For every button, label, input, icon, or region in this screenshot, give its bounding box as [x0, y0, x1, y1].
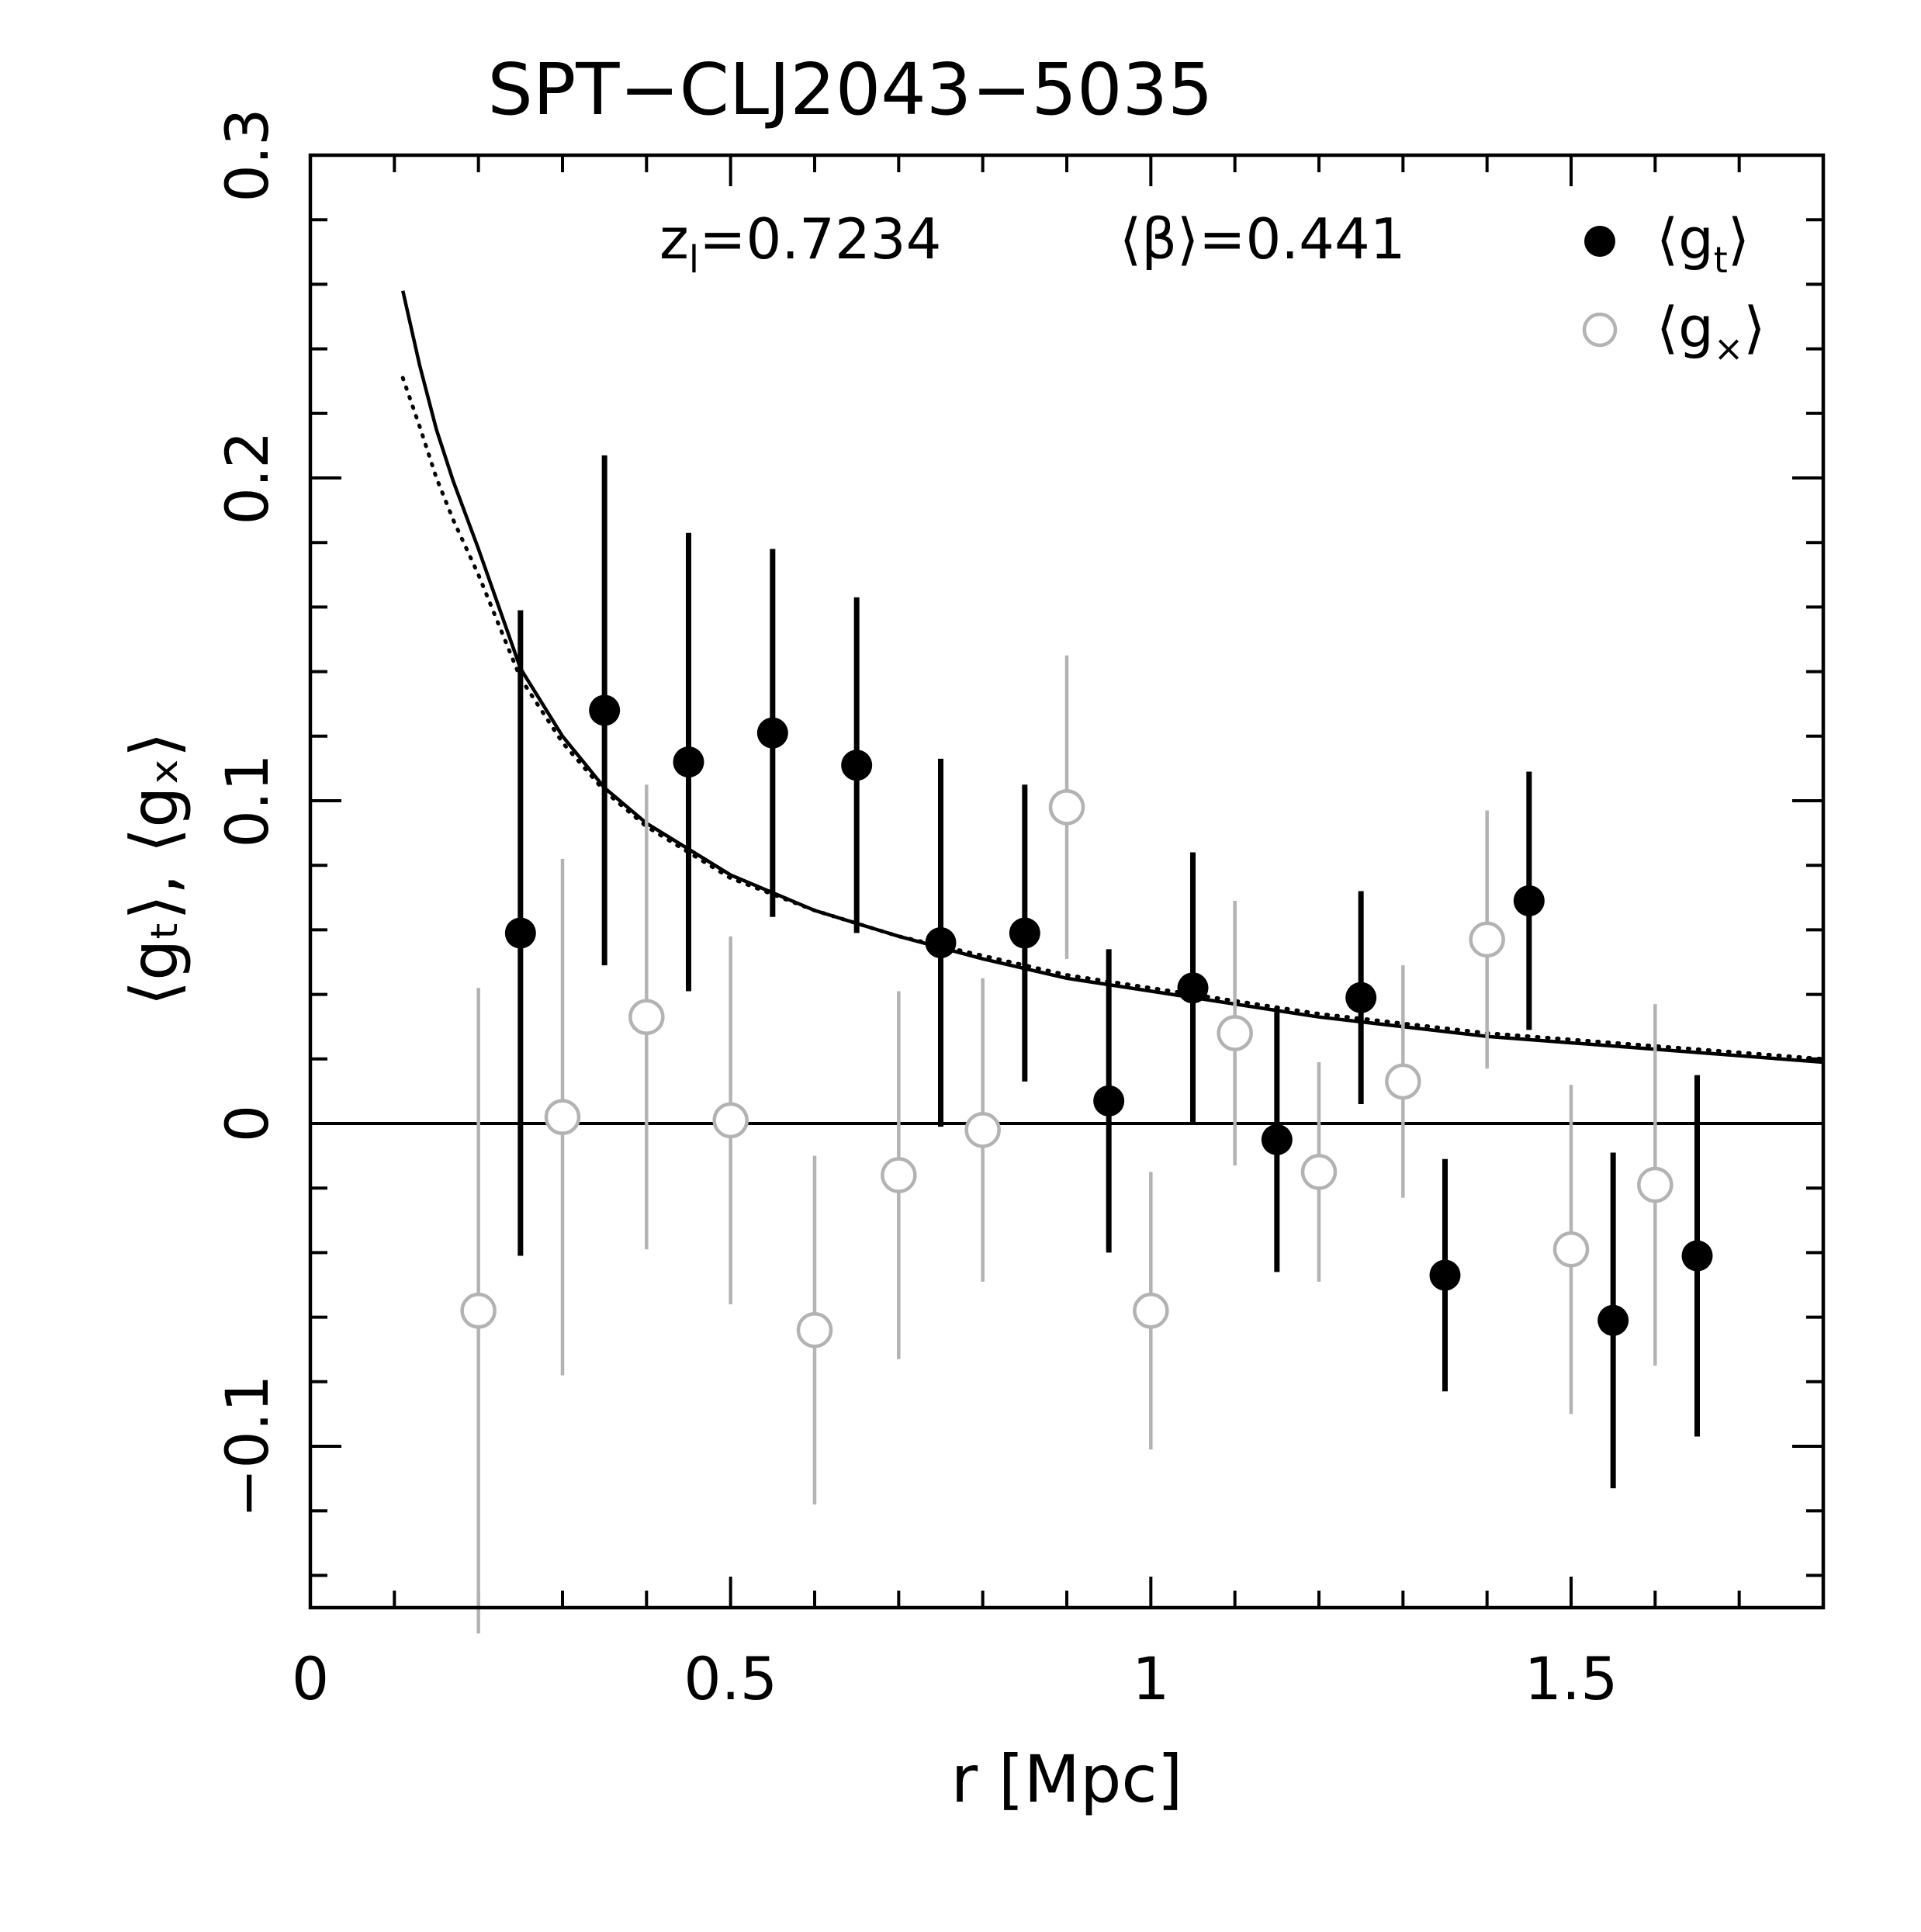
gt-marker — [841, 750, 873, 781]
y-tick-label: 0.3 — [213, 109, 282, 203]
x-tick-label: 1 — [1132, 1644, 1169, 1713]
gt-point — [1429, 1158, 1461, 1392]
gt-marker — [673, 746, 704, 778]
y-tick-label: 0.1 — [213, 754, 282, 848]
gt-marker — [1597, 1304, 1629, 1336]
legend-label-gt: ⟨gt⟩ — [1656, 206, 1750, 281]
gx-point — [712, 936, 749, 1304]
gx-marker — [1637, 1166, 1674, 1203]
tick-labels: 0 0.5 1 1.5 −0.1 0 0.1 0.2 0.3 — [213, 109, 1618, 1713]
gt-marker — [1009, 917, 1040, 949]
gx-point — [1048, 655, 1085, 959]
gt-marker — [1093, 1085, 1125, 1117]
legend-marker-gt — [1584, 226, 1615, 257]
gt-marker — [1681, 1240, 1713, 1272]
gx-point — [1552, 1085, 1590, 1414]
gx-point — [460, 988, 497, 1634]
gt-marker — [1177, 972, 1209, 1004]
gt-point — [1009, 784, 1040, 1082]
chart-title: SPT−CLJ2043−5035 — [487, 48, 1213, 131]
gx-marker — [1552, 1231, 1590, 1268]
model-curves — [400, 290, 1826, 1065]
gt-point — [756, 549, 788, 917]
gt-point — [504, 610, 536, 1256]
gx-point — [881, 991, 917, 1359]
gx-point — [628, 784, 665, 1250]
gt-marker — [589, 694, 621, 726]
gt-marker — [756, 717, 788, 749]
gt-marker — [1261, 1124, 1293, 1155]
gt-point — [1681, 1075, 1713, 1437]
gt-point — [841, 597, 873, 933]
gx-point — [1385, 965, 1421, 1198]
series-gt — [504, 455, 1713, 1489]
gt-marker — [1429, 1259, 1461, 1291]
gx-point — [1637, 1004, 1674, 1366]
gx-marker — [628, 999, 665, 1035]
gx-point — [796, 1155, 833, 1504]
y-tick-label: 0 — [213, 1105, 282, 1142]
gt-marker — [1513, 885, 1545, 916]
gx-marker — [964, 1112, 1001, 1148]
model-dotted — [400, 376, 1826, 1061]
beta-annotation: ⟨β⟩=0.441 — [1120, 206, 1406, 272]
gx-point — [1133, 1172, 1169, 1450]
legend-label-gx: ⟨g×⟩ — [1656, 295, 1765, 369]
gt-point — [1261, 1007, 1293, 1272]
redshift-symbol: z — [659, 206, 689, 272]
gx-marker — [1133, 1293, 1169, 1329]
plot-frame — [308, 153, 1826, 1610]
gt-point — [589, 455, 621, 966]
series-gx — [460, 655, 1674, 1634]
legend: ⟨gt⟩ ⟨g×⟩ — [1582, 206, 1765, 369]
gx-marker — [544, 1099, 581, 1135]
redshift-value: =0.7234 — [699, 206, 941, 272]
gx-marker — [1300, 1154, 1338, 1190]
gx-marker — [460, 1293, 497, 1329]
y-tick-label: 0.2 — [213, 431, 282, 525]
x-axis-label: r [Mpc] — [951, 1741, 1183, 1817]
redshift-subscript: l — [689, 238, 699, 282]
legend-marker-gx — [1582, 312, 1618, 348]
gx-point — [964, 978, 1001, 1282]
redshift-annotation: zl=0.7234 — [659, 206, 941, 282]
gx-marker — [1217, 1015, 1253, 1051]
gx-marker — [1385, 1063, 1421, 1100]
gt-marker — [925, 927, 957, 959]
x-tick-label: 0 — [292, 1644, 329, 1713]
gx-marker — [796, 1311, 833, 1349]
gt-point — [925, 758, 957, 1127]
x-tick-label: 1.5 — [1525, 1644, 1618, 1713]
x-tick-label: 0.5 — [684, 1644, 777, 1713]
model-solid — [401, 290, 1824, 1065]
y-axis-label: ⟨gₜ⟩, ⟨gₓ⟩ — [116, 732, 192, 1006]
gx-point — [544, 858, 581, 1376]
gx-marker — [712, 1102, 749, 1139]
gx-point — [1217, 900, 1253, 1166]
gt-point — [1513, 771, 1545, 1030]
gx-marker — [1048, 789, 1085, 826]
gx-point — [1469, 810, 1505, 1069]
y-tick-label: −0.1 — [213, 1375, 282, 1518]
gt-point — [1345, 891, 1377, 1105]
gt-marker — [1345, 982, 1377, 1013]
gt-point — [1093, 949, 1125, 1253]
gx-marker — [1469, 921, 1505, 958]
gx-marker — [881, 1157, 917, 1193]
gt-point — [1177, 852, 1209, 1124]
gt-point — [673, 532, 704, 992]
gt-point — [1597, 1152, 1629, 1489]
gt-marker — [504, 917, 536, 949]
gx-point — [1300, 1061, 1338, 1282]
